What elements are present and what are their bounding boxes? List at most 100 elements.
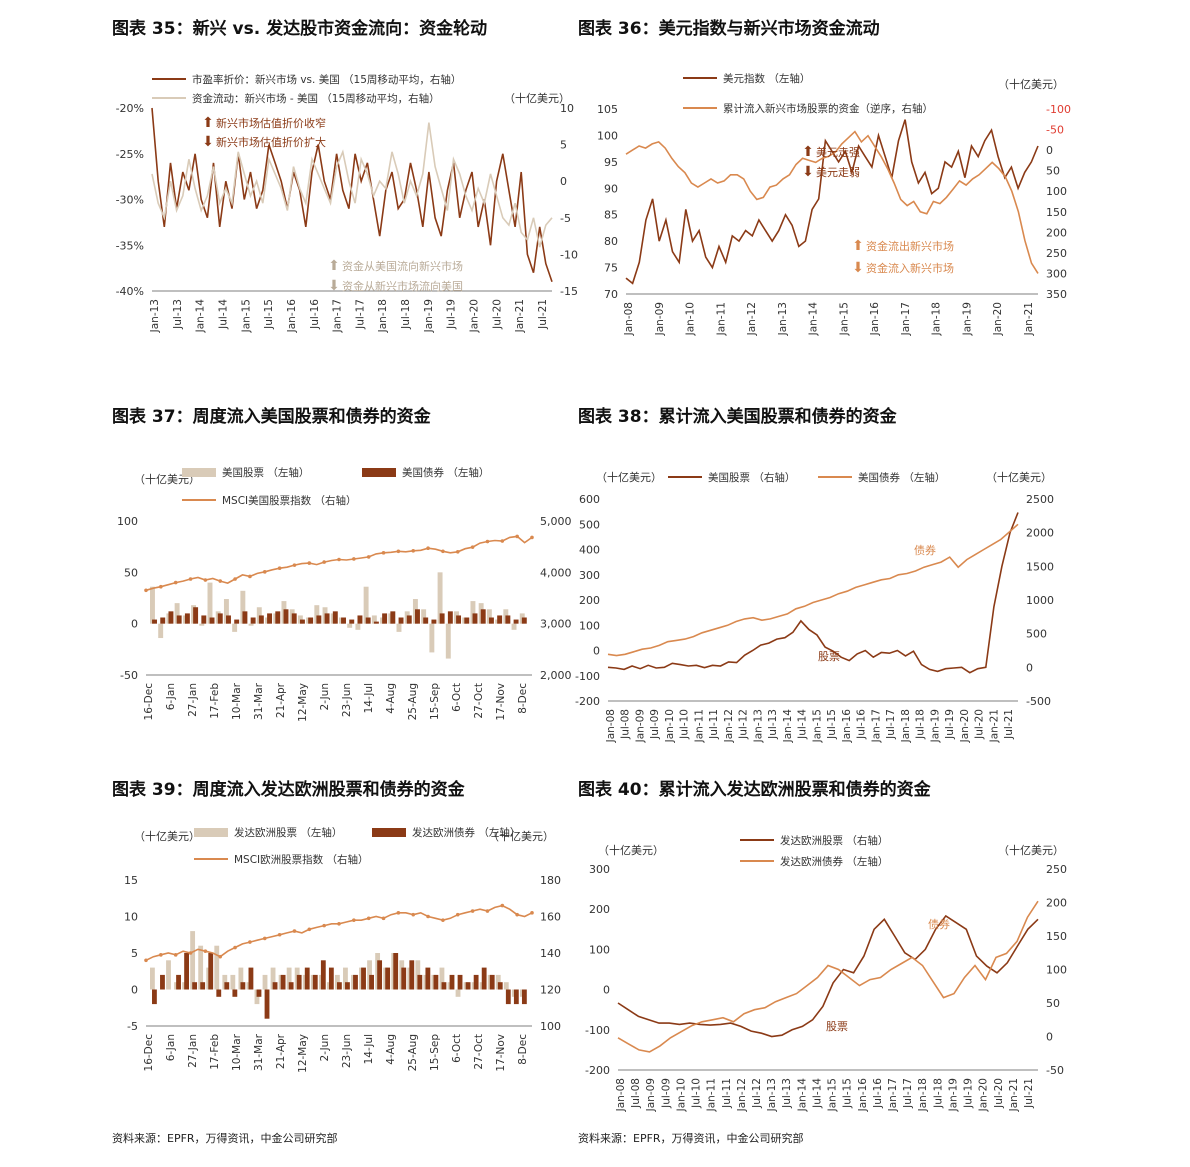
series-marker [470, 545, 475, 549]
panel-title: 图表 36：美元指数与新兴市场资金流动 [578, 19, 880, 39]
annotation-label: 资金从美国流向新兴市场 [342, 259, 463, 273]
series-marker [277, 566, 282, 571]
bar [449, 974, 455, 990]
x-tick-label: Jan-19 [423, 299, 435, 333]
bar [275, 611, 281, 624]
x-tick-label: Jul-11 [708, 709, 720, 740]
x-tick-label: Jul-13 [781, 1078, 793, 1109]
series-marker [381, 916, 386, 921]
x-tick-label: Jul-17 [354, 299, 366, 330]
legend-label: 美国股票 （左轴） [222, 466, 309, 479]
bar [199, 623, 205, 626]
x-tick-label: Jan-11 [693, 709, 705, 743]
chart-37: 100500-505,0004,0003,0002,000（十亿美元）16-De… [117, 466, 572, 722]
x-tick-label: Jan-09 [654, 302, 666, 336]
bar [198, 945, 204, 990]
series-marker [233, 577, 237, 581]
bar [361, 967, 366, 990]
x-tick-label: Jan-08 [623, 302, 635, 336]
series-marker [515, 912, 519, 917]
bar [345, 982, 350, 990]
left-tick-label: 5 [131, 947, 138, 960]
left-tick-label: 0 [131, 984, 138, 997]
legend-label: 累计流入新兴市场股票的资金（逆序，右轴） [723, 102, 933, 115]
series-marker [218, 954, 223, 959]
x-tick-label: Jan-13 [777, 302, 789, 336]
left-tick-label: 85 [604, 209, 618, 222]
x-tick-label: Jul-15 [263, 299, 275, 330]
x-tick-label: Jan-14 [782, 709, 794, 744]
x-tick-label: 6-Jan [165, 1034, 177, 1061]
unit-label: （十亿美元） [504, 91, 570, 105]
source-note-right: 资料来源：EPFR，万得资讯，中金公司研究部 [578, 1132, 804, 1145]
annotation-label: 资金从新兴市场流向美国 [342, 279, 463, 293]
panel-title: 图表 38：累计流入美国股票和债券的资金 [578, 407, 897, 427]
series-marker [396, 911, 401, 915]
bar [393, 953, 399, 990]
bar [349, 619, 355, 624]
x-tick-label: 16-Dec [143, 683, 155, 721]
bar [291, 613, 297, 624]
bar [343, 967, 348, 990]
panel-36: 图表 36：美元指数与新兴市场资金流动 105 100 95 90 85 80 75 70 -1… [578, 14, 1138, 354]
series-marker [322, 560, 326, 564]
left-tick-label: 15 [124, 874, 138, 887]
bar [439, 967, 445, 990]
x-tick-label: 10-Mar [231, 1033, 243, 1071]
legend-swatch [182, 468, 216, 477]
bar [328, 967, 334, 990]
bar [152, 989, 157, 1005]
bar [320, 960, 326, 990]
left-tick-label: -100 [585, 1024, 610, 1037]
legend-swatch [194, 828, 228, 837]
x-tick-label: Jan-08 [605, 709, 617, 743]
legend-label: 发达欧洲债券 （左轴） [780, 855, 888, 868]
x-tick-label: Jul-10 [679, 709, 691, 740]
bar [353, 974, 358, 990]
annotation-label: 新兴市场估值折价收窄 [216, 116, 326, 130]
series-marker [322, 923, 326, 928]
left-tick-label: 500 [579, 518, 600, 531]
x-tick-label: Jul-21 [1023, 1078, 1035, 1109]
series-marker [233, 945, 237, 950]
x-tick-label: Jan-13 [149, 299, 161, 333]
right-tick-label: -50 [1046, 124, 1064, 137]
series-marker [470, 909, 475, 913]
series-marker [366, 555, 371, 559]
right-tick-label: 2,000 [540, 669, 572, 682]
bar [209, 617, 215, 624]
right-tick-label: -10 [560, 248, 578, 261]
unit-label: （十亿美元） [598, 843, 664, 857]
bar [160, 617, 166, 624]
series-label: 债券 [914, 543, 936, 557]
bar [248, 967, 254, 990]
series-marker [292, 563, 297, 567]
x-tick-label: 4-Aug [385, 1034, 397, 1065]
x-tick-label: Jan-12 [723, 709, 735, 743]
x-tick-label: Jan-21 [514, 299, 526, 333]
series-marker [515, 534, 519, 539]
up-arrow-icon: ⬆ [852, 238, 864, 254]
x-tick-label: Jan-11 [715, 302, 727, 336]
left-tick-label: 400 [579, 544, 600, 557]
x-tick-label: 31-Mar [253, 682, 265, 720]
x-tick-label: 6-Oct [451, 1034, 463, 1063]
x-tick-label: Jul-18 [932, 1078, 944, 1109]
bar [433, 974, 439, 990]
series-line [607, 523, 1019, 657]
unit-label: （十亿美元） [998, 77, 1064, 91]
left-tick-label: -25% [116, 148, 144, 161]
annotation-label: 新兴市场估值折价扩大 [216, 135, 326, 149]
x-tick-label: Jul-21 [537, 299, 549, 330]
x-tick-label: Jul-17 [902, 1078, 914, 1109]
x-tick-label: Jul-11 [721, 1078, 733, 1109]
series-marker [426, 546, 430, 551]
bar [312, 974, 318, 990]
left-tick-label: 0 [131, 618, 138, 631]
right-tick-label: -50 [1046, 1064, 1064, 1077]
right-tick-label: 250 [1046, 863, 1067, 876]
right-tick-label: 160 [540, 911, 561, 924]
x-tick-label: Jan-18 [917, 1078, 929, 1112]
unit-label-right: （十亿美元） [986, 470, 1052, 484]
x-tick-label: Jan-17 [900, 302, 912, 336]
